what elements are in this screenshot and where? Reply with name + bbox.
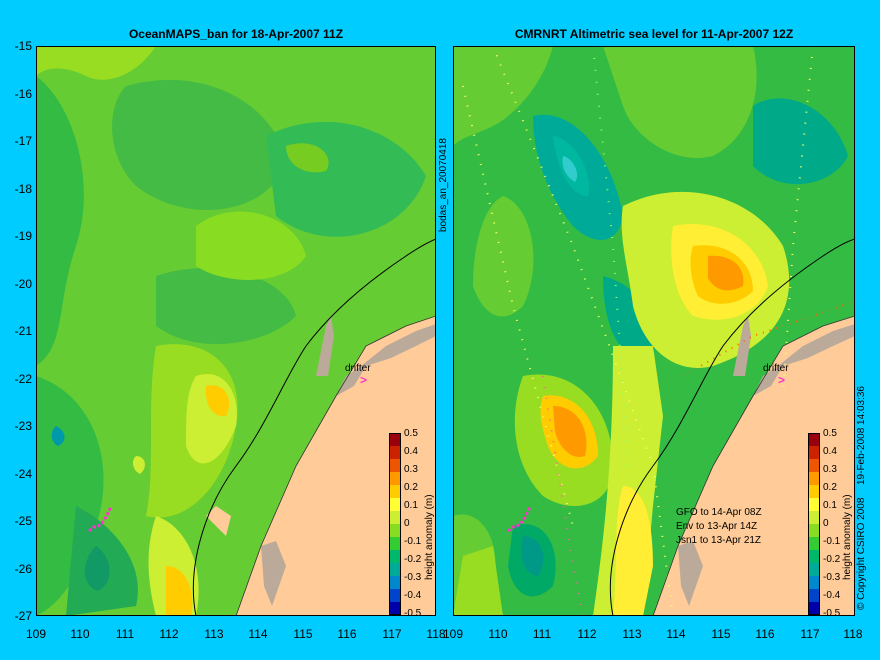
- lon-tick: 109: [25, 627, 47, 641]
- right-map-title: CMRNRT Altimetric sea level for 11-Apr-2…: [514, 27, 794, 41]
- copyright-label: © Copyright CSIRO 2008: [856, 497, 867, 610]
- left-cb-tick: -0.5: [404, 608, 422, 619]
- right-map: [453, 46, 855, 616]
- left-drifter-label: drifter: [345, 363, 371, 374]
- lon-tick: 117: [382, 627, 402, 641]
- left-cb-tick: 0.1: [404, 500, 418, 511]
- lon-tick: 115: [293, 627, 313, 641]
- left-drifter-arrow-icon: >: [360, 373, 368, 387]
- generated-date-label: 19-Feb-2008 14:03:36: [856, 386, 867, 485]
- satellite-note-env: Env to 13-Apr 14Z: [676, 521, 758, 532]
- lat-tick: -18: [14, 182, 32, 196]
- lat-tick: -17: [14, 134, 32, 148]
- right-colorbar-label: height anomaly (m): [842, 494, 853, 580]
- left-cb-tick: 0.3: [404, 464, 418, 475]
- left-cb-tick: -0.2: [404, 554, 422, 565]
- lon-tick: 112: [159, 627, 179, 641]
- left-colorbar-label: height anomaly (m): [424, 494, 435, 580]
- run-id-label: bodas_an_20070418: [438, 138, 449, 232]
- lat-tick: -19: [14, 229, 32, 243]
- lon-tick: 111: [115, 627, 135, 641]
- right-cb-tick: 0.4: [823, 446, 837, 457]
- lat-tick: -26: [14, 562, 32, 576]
- lon-tick: 114: [666, 627, 686, 641]
- right-cb-tick: 0.1: [823, 500, 837, 511]
- lat-tick: -24: [14, 467, 32, 481]
- left-colorbar: [389, 433, 401, 615]
- lon-tick: 118: [843, 627, 863, 641]
- satellite-note-jsn1: Jsn1 to 13-Apr 21Z: [676, 535, 762, 546]
- left-cb-tick: -0.4: [404, 590, 422, 601]
- lon-tick: 109: [442, 627, 464, 641]
- lat-tick: -22: [14, 372, 32, 386]
- lon-tick: 115: [711, 627, 731, 641]
- left-cb-tick: 0: [404, 518, 410, 529]
- right-colorbar: [808, 433, 820, 615]
- lon-tick: 116: [755, 627, 775, 641]
- right-cb-tick: 0.5: [823, 428, 837, 439]
- lat-tick: -27: [14, 609, 32, 623]
- right-cb-tick: 0.2: [823, 482, 837, 493]
- lon-tick: 113: [204, 627, 224, 641]
- left-drifter-track: [88, 506, 113, 533]
- left-map-title: OceanMAPS_ban for 18-Apr-2007 11Z: [128, 27, 344, 41]
- lon-tick: 118: [426, 627, 446, 641]
- left-cb-tick: -0.1: [404, 536, 422, 547]
- lat-tick: -25: [14, 514, 32, 528]
- right-drifter-label: drifter: [763, 363, 789, 374]
- right-drifter-track: [507, 506, 532, 533]
- lat-tick: -21: [14, 324, 32, 338]
- lon-tick: 117: [800, 627, 820, 641]
- right-cb-tick: -0.4: [823, 590, 841, 601]
- right-drifter-arrow-icon: >: [778, 373, 786, 387]
- lon-tick: 112: [577, 627, 597, 641]
- lon-tick: 116: [337, 627, 357, 641]
- right-cb-tick: -0.1: [823, 536, 841, 547]
- lon-tick: 113: [622, 627, 642, 641]
- right-cb-tick: -0.3: [823, 572, 841, 583]
- left-cb-tick: 0.5: [404, 428, 418, 439]
- lat-tick: -15: [14, 39, 32, 53]
- lat-tick: -16: [14, 87, 32, 101]
- right-cb-tick: 0.3: [823, 464, 837, 475]
- lon-tick: 110: [70, 627, 90, 641]
- satellite-note-gfo: GFO to 14-Apr 08Z: [676, 507, 762, 518]
- lon-tick: 110: [488, 627, 508, 641]
- left-cb-tick: 0.4: [404, 446, 418, 457]
- lat-tick: -23: [14, 419, 32, 433]
- left-cb-tick: -0.3: [404, 572, 422, 583]
- left-cb-tick: 0.2: [404, 482, 418, 493]
- right-cb-tick: -0.5: [823, 608, 841, 619]
- left-map: [36, 46, 436, 616]
- lon-tick: 114: [248, 627, 268, 641]
- lat-tick: -20: [14, 277, 32, 291]
- right-cb-tick: -0.2: [823, 554, 841, 565]
- lon-tick: 111: [532, 627, 552, 641]
- right-cb-tick: 0: [823, 518, 829, 529]
